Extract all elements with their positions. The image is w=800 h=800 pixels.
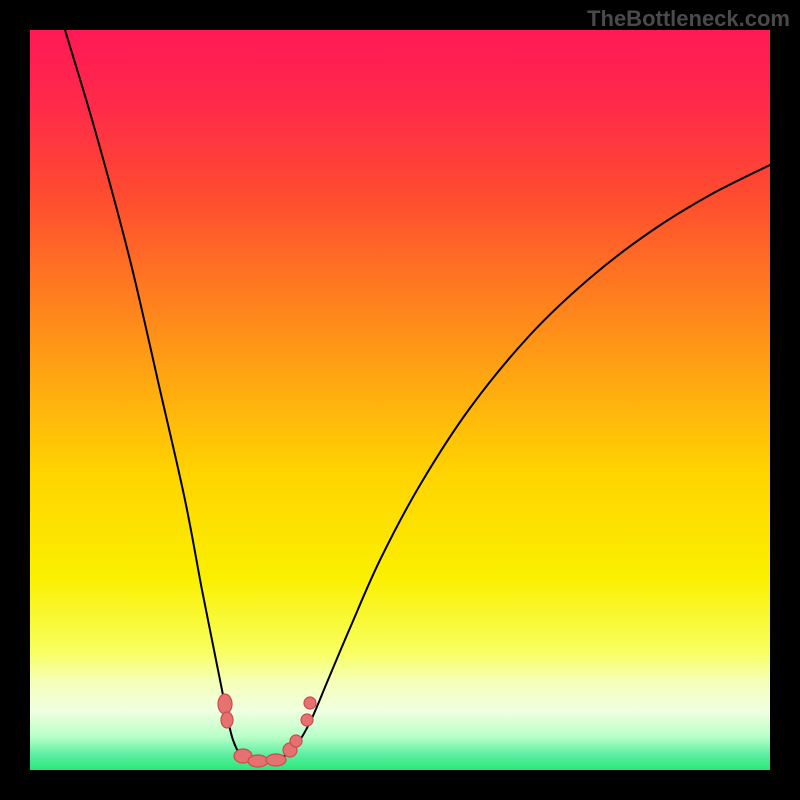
data-marker — [290, 735, 302, 747]
data-marker — [218, 694, 232, 714]
data-marker — [266, 754, 286, 766]
data-marker — [248, 755, 268, 767]
watermark-text: TheBottleneck.com — [587, 6, 790, 32]
data-marker — [304, 697, 316, 709]
gradient-background — [30, 30, 770, 770]
chart-svg — [30, 30, 770, 770]
data-marker — [301, 714, 313, 726]
data-marker — [221, 712, 233, 728]
bottleneck-chart — [30, 30, 770, 770]
